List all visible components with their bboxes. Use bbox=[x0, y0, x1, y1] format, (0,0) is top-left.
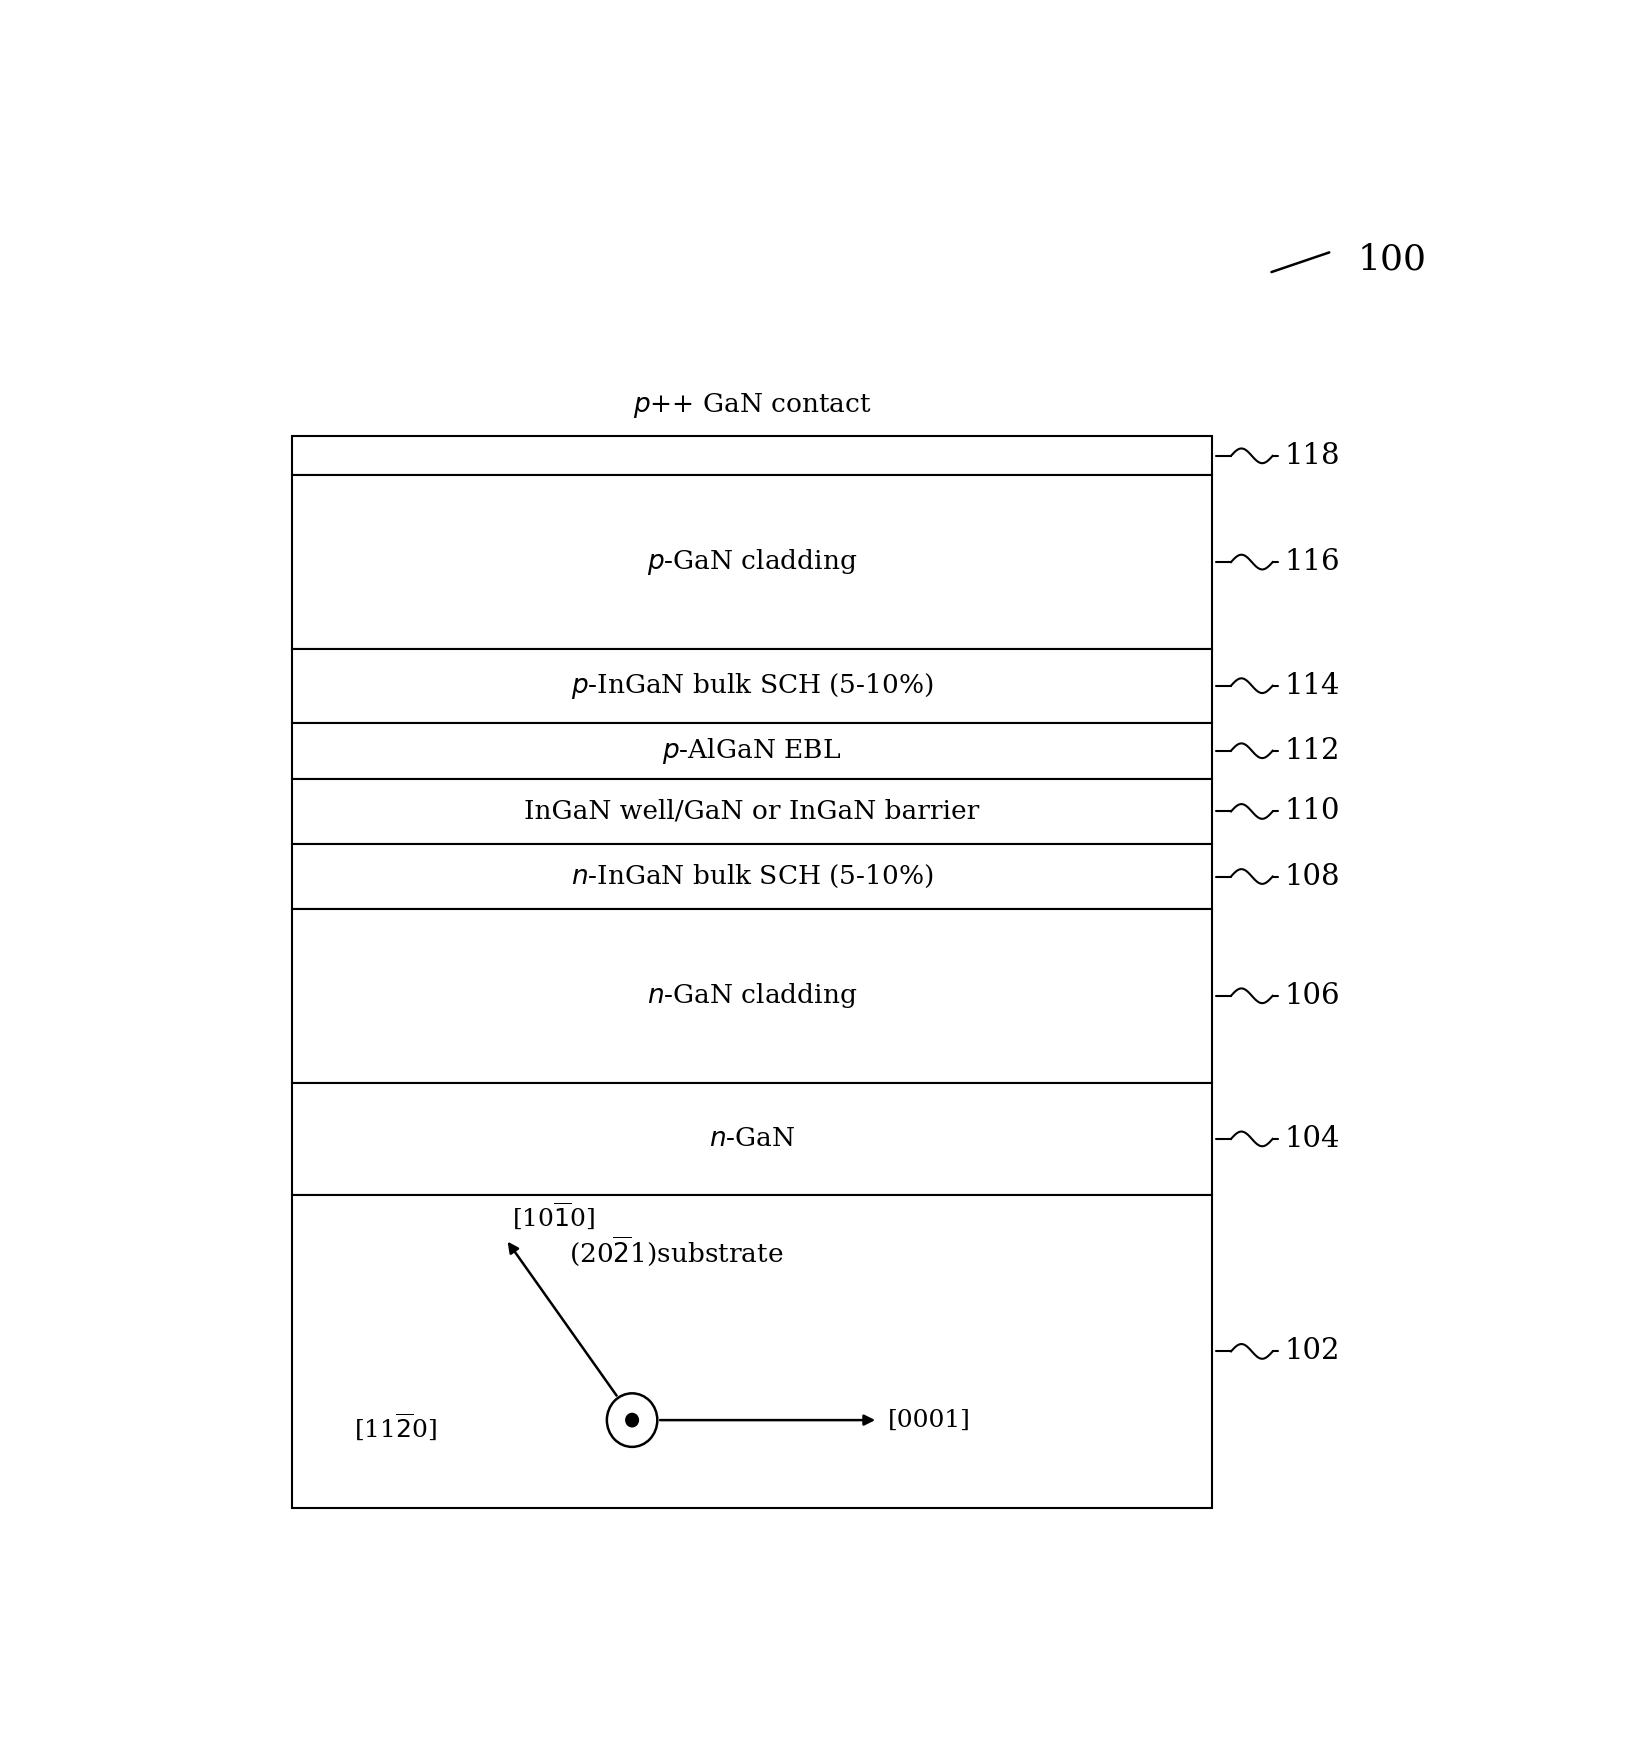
Text: [0001]: [0001] bbox=[888, 1409, 971, 1431]
Bar bbox=[291, 649, 1212, 722]
Text: 104: 104 bbox=[1284, 1125, 1339, 1153]
Text: $\it{n}$-GaN cladding: $\it{n}$-GaN cladding bbox=[648, 981, 857, 1010]
Text: [10$\overline{1}$0]: [10$\overline{1}$0] bbox=[513, 1200, 595, 1231]
Text: $\it{p}$-GaN cladding: $\it{p}$-GaN cladding bbox=[646, 548, 857, 577]
Bar bbox=[291, 843, 1212, 909]
Bar bbox=[291, 1082, 1212, 1195]
Bar bbox=[291, 779, 1212, 843]
Text: $\it{p}$-AlGaN EBL: $\it{p}$-AlGaN EBL bbox=[662, 736, 841, 765]
Text: InGaN well/GaN or InGaN barrier: InGaN well/GaN or InGaN barrier bbox=[524, 798, 979, 824]
Bar bbox=[291, 909, 1212, 1082]
Bar bbox=[291, 1195, 1212, 1508]
Text: 116: 116 bbox=[1284, 548, 1339, 576]
Circle shape bbox=[626, 1414, 638, 1426]
Text: $\it{n}$-GaN: $\it{n}$-GaN bbox=[709, 1127, 796, 1151]
Text: 112: 112 bbox=[1284, 737, 1339, 765]
Text: $\it{p}$-InGaN bulk SCH (5-10%): $\it{p}$-InGaN bulk SCH (5-10%) bbox=[571, 671, 934, 701]
Text: $\it{n}$-InGaN bulk SCH (5-10%): $\it{n}$-InGaN bulk SCH (5-10%) bbox=[571, 863, 934, 890]
Text: 118: 118 bbox=[1284, 442, 1339, 470]
Text: 102: 102 bbox=[1284, 1337, 1339, 1365]
Text: 114: 114 bbox=[1284, 671, 1339, 699]
Text: (20$\overline{2}$1)substrate: (20$\overline{2}$1)substrate bbox=[569, 1235, 784, 1268]
Text: 106: 106 bbox=[1284, 983, 1339, 1010]
Bar bbox=[291, 436, 1212, 475]
Text: 100: 100 bbox=[1357, 242, 1427, 277]
Circle shape bbox=[607, 1393, 657, 1447]
Text: 108: 108 bbox=[1284, 863, 1339, 890]
Bar bbox=[291, 475, 1212, 649]
Text: [11$\overline{2}$0]: [11$\overline{2}$0] bbox=[353, 1412, 436, 1442]
Text: $\it{p}$++ GaN contact: $\it{p}$++ GaN contact bbox=[633, 391, 870, 421]
Text: 110: 110 bbox=[1284, 798, 1339, 826]
Bar bbox=[291, 722, 1212, 779]
